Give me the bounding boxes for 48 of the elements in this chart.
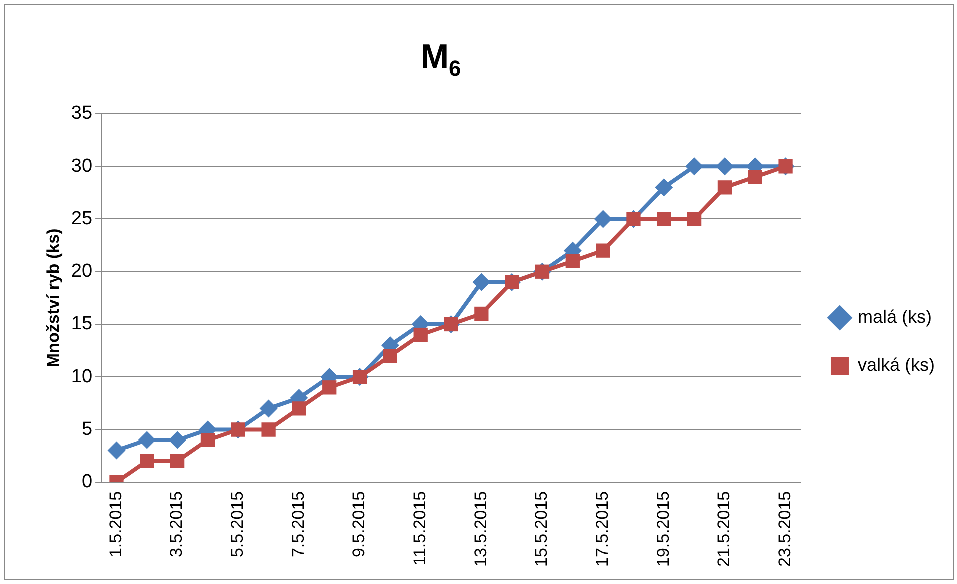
legend-label: malá (ks) xyxy=(858,306,932,327)
point xyxy=(108,442,126,460)
y-tick-label: 30 xyxy=(71,156,93,177)
point xyxy=(322,380,337,395)
point xyxy=(655,178,674,197)
x-tick-label: 11.5.2015 xyxy=(410,491,430,566)
x-tick-label: 13.5.2015 xyxy=(471,491,490,568)
x-tick-label: 1.5.2015 xyxy=(106,491,126,558)
y-tick-label: 20 xyxy=(71,261,93,282)
y-tick-label: 35 xyxy=(71,103,93,124)
y-tick-label: 25 xyxy=(71,208,93,230)
x-tick-label: 7.5.2015 xyxy=(288,491,308,558)
point xyxy=(716,158,734,176)
point xyxy=(168,431,187,450)
point xyxy=(686,158,704,176)
point xyxy=(138,431,156,450)
point xyxy=(262,422,276,437)
point xyxy=(594,210,612,228)
point xyxy=(260,400,278,418)
point xyxy=(657,212,672,226)
point xyxy=(414,328,428,342)
point xyxy=(170,454,185,468)
x-tick-label: 23.5.2015 xyxy=(775,491,794,568)
point xyxy=(596,244,610,258)
x-tick-label: 5.5.2015 xyxy=(228,491,248,558)
point xyxy=(472,273,491,292)
point xyxy=(140,454,154,468)
point xyxy=(687,212,702,226)
x-tick-label: 15.5.2015 xyxy=(532,491,552,568)
y-tick-label: 10 xyxy=(71,366,93,388)
point xyxy=(200,433,216,448)
x-tick-label: 21.5.2015 xyxy=(714,491,734,568)
point xyxy=(474,306,489,322)
x-tick-label: 3.5.2015 xyxy=(167,491,186,558)
point xyxy=(718,180,732,195)
point xyxy=(566,254,580,268)
point xyxy=(383,349,398,364)
y-tick-label: 0 xyxy=(82,472,93,493)
point xyxy=(292,402,306,416)
legend-label: valká (ks) xyxy=(858,354,936,375)
y-tick-label: 5 xyxy=(82,418,93,440)
x-tick-label: 9.5.2015 xyxy=(350,491,369,558)
x-tick-label: 19.5.2015 xyxy=(654,491,673,568)
point xyxy=(748,170,762,184)
chart-title: M$_{6}$ xyxy=(420,38,462,82)
x-tick-label: 17.5.2015 xyxy=(593,491,612,568)
y-tick-label: 15 xyxy=(71,314,93,335)
y-axis-title: Množství ryb (ks) xyxy=(44,228,63,368)
